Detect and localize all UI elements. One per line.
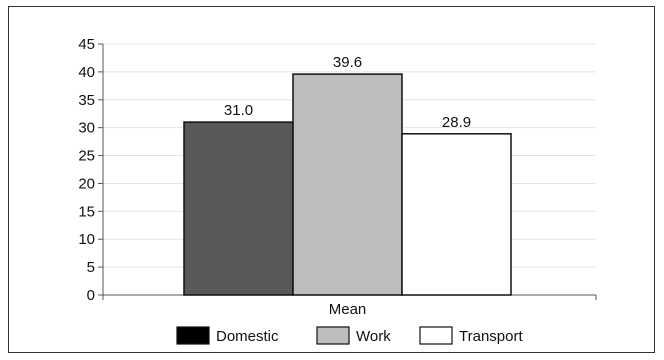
legend-swatch-work (316, 326, 350, 345)
y-tick-label: 5 (87, 259, 95, 276)
bar-work (292, 73, 403, 296)
y-tick-label: 40 (78, 64, 95, 81)
y-tick-label: 30 (78, 120, 95, 137)
y-tick-label: 15 (78, 203, 95, 220)
bar-transport (401, 133, 512, 296)
legend-label-transport: Transport (459, 328, 523, 345)
y-tick-label: 0 (87, 287, 95, 304)
x-category-label: Mean (329, 301, 367, 318)
legend-swatch-domestic (176, 326, 210, 345)
data-labels: 31.0 39.6 28.9 Mean (224, 54, 471, 318)
legend-swatch-transport (419, 326, 453, 345)
bars (183, 73, 512, 296)
y-tick-label: 10 (78, 231, 95, 248)
legend: Domestic Work Transport (176, 326, 523, 345)
y-tick-label: 35 (78, 92, 95, 109)
legend-label-work: Work (356, 328, 391, 345)
bar-domestic (183, 121, 294, 296)
data-label-domestic: 31.0 (224, 102, 253, 119)
data-label-transport: 28.9 (442, 114, 471, 131)
data-label-work: 39.6 (333, 54, 362, 71)
y-tick-label: 45 (78, 36, 95, 53)
legend-label-domestic: Domestic (216, 328, 279, 345)
y-tick-label: 20 (78, 175, 95, 192)
y-tick-label: 25 (78, 148, 95, 165)
